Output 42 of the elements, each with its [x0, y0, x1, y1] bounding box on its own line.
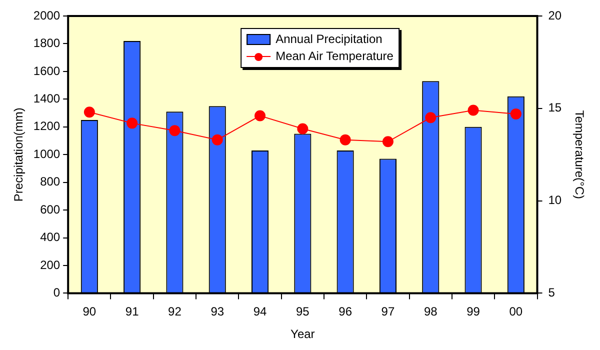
x-tick-label: 00 — [509, 304, 523, 319]
point — [510, 108, 522, 120]
x-tick-label: 92 — [168, 304, 182, 319]
point — [297, 123, 308, 134]
y-tick-label: 1600 — [33, 64, 60, 78]
x-tick-label: 95 — [296, 304, 310, 319]
point — [212, 134, 223, 146]
x-tick-label: 93 — [210, 304, 224, 319]
legend-label: Mean Air Temperature — [276, 48, 394, 65]
y-tick-label: 1200 — [33, 119, 60, 134]
point — [169, 125, 180, 136]
x-tick-label: 90 — [82, 304, 96, 319]
y-tick-label: 1000 — [33, 146, 60, 161]
y2-tick-label: 15 — [548, 100, 562, 115]
y2-tick-label: 5 — [548, 286, 556, 300]
point — [382, 136, 394, 148]
x-tick-label: 94 — [253, 304, 268, 319]
x-tick-label: 97 — [381, 304, 395, 319]
x-tick-label: 96 — [338, 304, 352, 319]
point — [84, 106, 95, 118]
legend-label: Annual Precipitation — [276, 31, 382, 48]
y-tick-label: 0 — [53, 286, 60, 300]
x-tick-label: 99 — [466, 304, 480, 319]
point — [254, 110, 266, 122]
y2-axis-title: Temperature(°C) — [572, 110, 586, 200]
point — [340, 134, 351, 146]
x-tick-label: 91 — [125, 304, 140, 319]
y2-tick-label: 20 — [548, 8, 562, 22]
y-tick-label: 800 — [40, 174, 60, 189]
point — [468, 104, 479, 116]
y-tick-label: 200 — [40, 258, 60, 272]
y-tick-label: 600 — [40, 202, 60, 216]
point — [425, 112, 436, 124]
point — [126, 118, 138, 129]
x-axis-title: Year — [290, 327, 315, 342]
y2-tick-label: 10 — [548, 193, 562, 208]
y-tick-label: 1400 — [33, 91, 60, 106]
x-tick-label: 98 — [424, 304, 438, 319]
y-tick-label: 400 — [40, 230, 60, 244]
y-tick-label: 2000 — [33, 8, 60, 22]
y-axis-title: Precipitation(mm) — [12, 108, 26, 202]
y-tick-label: 1800 — [33, 36, 60, 50]
